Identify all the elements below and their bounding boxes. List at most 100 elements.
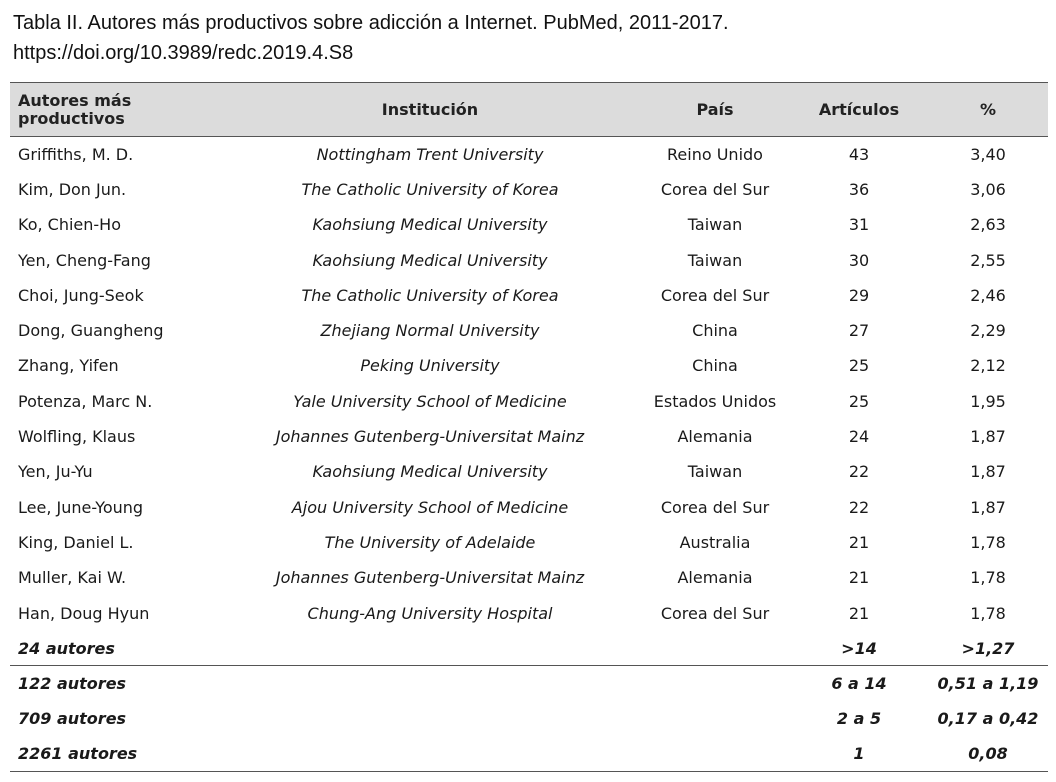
articles-cell: 25	[848, 391, 870, 411]
author-cell: Potenza, Marc N.	[18, 391, 153, 411]
table-row: King, Daniel L. The University of Adelaid…	[10, 525, 1048, 560]
country-cell: Estados Unidos	[653, 391, 777, 411]
table-row: Choi, Jung-Seok The Catholic University o…	[10, 278, 1048, 313]
caption-doi: https://doi.org/10.3989/redc.2019.4.S8	[13, 42, 354, 64]
articles-cell: 27	[848, 321, 870, 341]
caption-title: Tabla II. Autores más productivos sobre …	[13, 12, 729, 34]
institution-cell: Kaohsiung Medical University	[312, 250, 548, 270]
percent-cell: 2,55	[970, 250, 1006, 270]
percent-cell: 2,46	[970, 285, 1006, 305]
country-cell: China	[692, 321, 738, 341]
summary-percent-cell: 0,51 a 1,19	[928, 665, 1048, 702]
author-cell: Kim, Don Jun.	[18, 179, 127, 199]
header-author: Autores más productivos	[18, 90, 132, 128]
institution-cell: Johannes Gutenberg-Universitat Mainz	[275, 568, 585, 588]
table-body: Griffiths, M. D. Nottingham Trent Univers…	[10, 137, 1048, 773]
institution-cell: The Catholic University of Korea	[301, 179, 559, 199]
country-cell: Alemania	[677, 568, 753, 588]
author-cell: Yen, Cheng-Fang	[18, 250, 151, 270]
author-cell: Choi, Jung-Seok	[18, 285, 144, 305]
country-cell: Alemania	[677, 427, 753, 447]
author-cell: Han, Doug Hyun	[18, 603, 150, 623]
articles-cell: 21	[848, 532, 870, 552]
percent-cell: 1,95	[970, 391, 1006, 411]
country-cell: China	[692, 356, 738, 376]
percent-cell: 3,06	[970, 179, 1006, 199]
percent-cell: 2,29	[970, 321, 1006, 341]
percent-cell: 1,87	[970, 497, 1006, 517]
summary-percent-cell: >1,27	[961, 638, 1015, 658]
table-header: Autores más productivos Institución País…	[10, 82, 1048, 137]
articles-cell: 29	[848, 285, 870, 305]
author-cell: Ko, Chien-Ho	[18, 215, 121, 235]
summary-articles-cell: >14	[841, 638, 877, 658]
table-row: Wolfling, Klaus Johannes Gutenberg-Univer…	[10, 419, 1048, 454]
header-percent: %	[979, 100, 997, 119]
articles-cell: 36	[848, 179, 870, 199]
summary-institution-cell	[220, 701, 640, 736]
country-cell: Corea del Sur	[660, 285, 770, 305]
summary-country-cell	[640, 631, 790, 666]
country-cell: Corea del Sur	[660, 497, 770, 517]
institution-cell: Kaohsiung Medical University	[312, 462, 548, 482]
summary-row: 709 autores 2 a 5 0,17 a 0,42	[10, 701, 1048, 736]
table-row: Lee, June-Young Ajou University School of…	[10, 489, 1048, 524]
author-cell: Yen, Ju-Yu	[18, 462, 93, 482]
summary-country-cell	[640, 701, 790, 736]
author-cell: Griffiths, M. D.	[18, 144, 134, 164]
summary-row: 24 autores >14 >1,27	[10, 631, 1048, 666]
summary-articles-cell: 1	[790, 736, 928, 773]
articles-cell: 43	[848, 144, 870, 164]
summary-country-cell	[640, 665, 790, 702]
authors-table: Autores más productivos Institución País…	[10, 82, 1048, 773]
author-cell: Muller, Kai W.	[18, 568, 127, 588]
institution-cell: Nottingham Trent University	[316, 144, 544, 164]
summary-percent-cell: 0,08	[928, 736, 1048, 773]
author-cell: Lee, June-Young	[18, 497, 144, 517]
author-cell: King, Daniel L.	[18, 532, 134, 552]
table-row: Griffiths, M. D. Nottingham Trent Univers…	[10, 137, 1048, 172]
table-row: Yen, Ju-Yu Kaohsiung Medical University Ta…	[10, 454, 1048, 489]
summary-author-cell: 24 autores	[18, 638, 115, 658]
institution-cell: Kaohsiung Medical University	[312, 215, 548, 235]
institution-cell: Zhejiang Normal University	[320, 321, 540, 341]
country-cell: Taiwan	[687, 462, 743, 482]
country-cell: Taiwan	[687, 215, 743, 235]
table-row: Han, Doug Hyun Chung-Ang University Hospi…	[10, 595, 1048, 630]
summary-institution-cell	[220, 736, 640, 773]
header-row: Autores más productivos Institución País…	[10, 82, 1048, 137]
summary-row: 2261 autores 1 0,08	[10, 736, 1048, 773]
header-country: País	[696, 100, 734, 119]
author-cell: Zhang, Yifen	[18, 356, 119, 376]
percent-cell: 3,40	[970, 144, 1006, 164]
articles-cell: 25	[848, 356, 870, 376]
articles-cell: 30	[848, 250, 870, 270]
articles-cell: 21	[848, 603, 870, 623]
table-row: Yen, Cheng-Fang Kaohsiung Medical Univers…	[10, 242, 1048, 277]
table-row: Muller, Kai W. Johannes Gutenberg-Univers…	[10, 560, 1048, 595]
country-cell: Corea del Sur	[660, 603, 770, 623]
articles-cell: 31	[848, 215, 870, 235]
summary-author-cell: 2261 autores	[10, 736, 220, 773]
author-cell: Wolfling, Klaus	[18, 427, 136, 447]
percent-cell: 1,78	[970, 603, 1006, 623]
articles-cell: 22	[848, 497, 870, 517]
institution-cell: Chung-Ang University Hospital	[307, 603, 553, 623]
table-row: Potenza, Marc N. Yale University School o…	[10, 384, 1048, 419]
percent-cell: 2,12	[970, 356, 1006, 376]
institution-cell: The University of Adelaide	[324, 532, 536, 552]
summary-institution-cell	[220, 631, 640, 666]
summary-row: 122 autores 6 a 14 0,51 a 1,19	[10, 665, 1048, 702]
percent-cell: 1,87	[970, 427, 1006, 447]
institution-cell: Ajou University School of Medicine	[291, 497, 569, 517]
institution-cell: The Catholic University of Korea	[301, 285, 559, 305]
author-cell: Dong, Guangheng	[18, 321, 164, 341]
summary-articles-cell: 2 a 5	[836, 709, 882, 729]
percent-cell: 1,78	[970, 532, 1006, 552]
header-articles: Artículos	[818, 100, 900, 119]
summary-author-cell: 122 autores	[10, 665, 220, 702]
articles-cell: 22	[848, 462, 870, 482]
summary-country-cell	[640, 736, 790, 773]
table-row: Dong, Guangheng Zhejiang Normal Universit…	[10, 313, 1048, 348]
summary-articles-cell: 6 a 14	[790, 665, 928, 702]
